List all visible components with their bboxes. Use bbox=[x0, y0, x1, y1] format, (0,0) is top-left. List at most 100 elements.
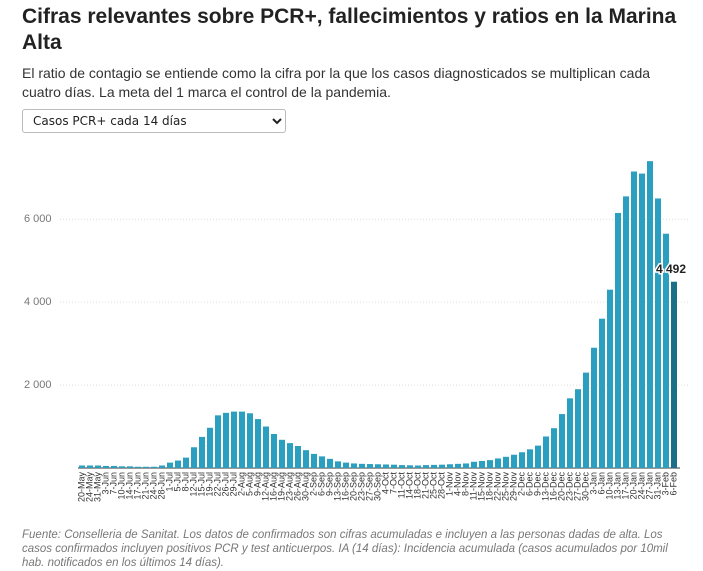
bar bbox=[311, 453, 317, 468]
bar bbox=[415, 465, 421, 468]
bar bbox=[231, 411, 237, 468]
x-tick-label: 8-Jul bbox=[180, 472, 190, 492]
bar bbox=[511, 454, 517, 468]
x-tick-label: 28-Oct bbox=[436, 472, 446, 500]
bar bbox=[495, 458, 501, 468]
bar bbox=[583, 372, 589, 468]
bar bbox=[607, 289, 613, 468]
bar bbox=[79, 465, 85, 468]
bar bbox=[111, 465, 117, 468]
bar bbox=[503, 456, 509, 468]
x-tick-label: 20-Jan bbox=[628, 472, 638, 500]
bar bbox=[407, 465, 413, 468]
x-tick-label: 23-Aug bbox=[284, 472, 294, 501]
x-tick-label: 13-Jan bbox=[612, 472, 622, 500]
x-tick-label: 14-Jun bbox=[124, 472, 134, 500]
x-tick-label: 24-Jun bbox=[148, 472, 158, 500]
x-tick-label: 19-Jul bbox=[204, 472, 214, 497]
bar bbox=[647, 161, 653, 468]
x-tick-label: 2-Sep bbox=[308, 472, 318, 496]
x-tick-label: 17-Jan bbox=[620, 472, 630, 500]
bar bbox=[591, 347, 597, 468]
x-tick-label: 2-Aug bbox=[236, 472, 246, 496]
x-tick-label: 19-Aug bbox=[276, 472, 286, 501]
bar bbox=[599, 318, 605, 468]
x-tick-label: 27-Dec bbox=[572, 472, 582, 502]
bar bbox=[551, 428, 557, 468]
bar bbox=[527, 449, 533, 468]
x-tick-label: 27-Sep bbox=[364, 472, 374, 501]
x-tick-label: 31-Jan bbox=[652, 472, 662, 500]
x-tick-label: 9-Aug bbox=[252, 472, 262, 496]
x-tick-label: 14-Oct bbox=[404, 472, 414, 500]
bar bbox=[191, 447, 197, 468]
source-note: Fuente: Conselleria de Sanitat. Los dato… bbox=[22, 529, 668, 569]
bar bbox=[151, 466, 157, 468]
bar bbox=[127, 466, 133, 468]
bar bbox=[271, 433, 277, 468]
x-tick-label: 9-Sep bbox=[324, 472, 334, 496]
bar bbox=[367, 464, 373, 468]
bar bbox=[255, 419, 261, 468]
x-tick-label: 16-Sep bbox=[340, 472, 350, 501]
bar bbox=[567, 398, 573, 468]
bar bbox=[663, 233, 669, 468]
x-tick-label: 17-Jun bbox=[132, 472, 142, 500]
x-tick-label: 29-Nov bbox=[508, 472, 518, 502]
x-tick-label: 10-Jan bbox=[604, 472, 614, 500]
bar bbox=[535, 445, 541, 468]
bar bbox=[351, 463, 357, 468]
bar bbox=[575, 389, 581, 468]
x-tick-label: 29-Jul bbox=[228, 472, 238, 497]
bar bbox=[87, 465, 93, 468]
x-tick-label: 5-Jul bbox=[172, 472, 182, 492]
bar bbox=[639, 173, 645, 468]
x-tick-label: 21-Oct bbox=[420, 472, 430, 500]
y-tick-label: 4 000 bbox=[24, 296, 52, 308]
x-tick-label: 6-Dec bbox=[524, 472, 534, 497]
bar bbox=[119, 466, 125, 468]
x-tick-label: 13-Sep bbox=[332, 472, 342, 501]
x-tick-label: 26-Jul bbox=[220, 472, 230, 497]
x-tick-label: 12-Aug bbox=[260, 472, 270, 501]
x-tick-label: 21-Jun bbox=[140, 472, 150, 500]
x-tick-label: 1-Nov bbox=[444, 472, 454, 497]
x-tick-label: 6-Feb bbox=[668, 472, 678, 496]
x-tick-label: 10-Jun bbox=[116, 472, 126, 500]
bar bbox=[487, 460, 493, 468]
bar bbox=[519, 452, 525, 468]
bar bbox=[287, 443, 293, 468]
x-tick-label: 22-Nov bbox=[492, 472, 502, 502]
bar bbox=[95, 465, 101, 468]
y-tick-label: 6 000 bbox=[24, 213, 52, 225]
bar bbox=[471, 461, 477, 468]
x-tick-label: 16-Aug bbox=[268, 472, 278, 501]
x-tick-label: 30-Dec bbox=[580, 472, 590, 502]
bar bbox=[359, 463, 365, 468]
bar bbox=[175, 460, 181, 468]
x-tick-label: 5-Aug bbox=[244, 472, 254, 496]
bar bbox=[383, 464, 389, 468]
dropdown[interactable]: Casos PCR+ cada 14 días bbox=[22, 109, 286, 133]
bar bbox=[559, 414, 565, 468]
bar bbox=[431, 464, 437, 468]
bar bbox=[447, 464, 453, 468]
x-tick-label: 9-Dec bbox=[532, 472, 542, 497]
x-tick-label: 15-Nov bbox=[476, 472, 486, 502]
x-tick-label: 31-May bbox=[92, 472, 102, 503]
x-tick-label: 26-Aug bbox=[292, 472, 302, 501]
x-tick-label: 30-Sep bbox=[372, 472, 382, 501]
x-tick-label: 4-Oct bbox=[380, 472, 390, 495]
x-tick-label: 27-Jan bbox=[644, 472, 654, 500]
bar bbox=[463, 463, 469, 468]
bar bbox=[375, 464, 381, 468]
x-tick-label: 15-Jul bbox=[196, 472, 206, 497]
bar bbox=[623, 196, 629, 468]
x-tick-label: 20-Dec bbox=[556, 472, 566, 502]
bar bbox=[671, 281, 677, 468]
x-tick-label: 30-Aug bbox=[300, 472, 310, 501]
bar bbox=[655, 198, 661, 468]
x-tick-label: 13-Dec bbox=[540, 472, 550, 502]
bar bbox=[183, 457, 189, 468]
